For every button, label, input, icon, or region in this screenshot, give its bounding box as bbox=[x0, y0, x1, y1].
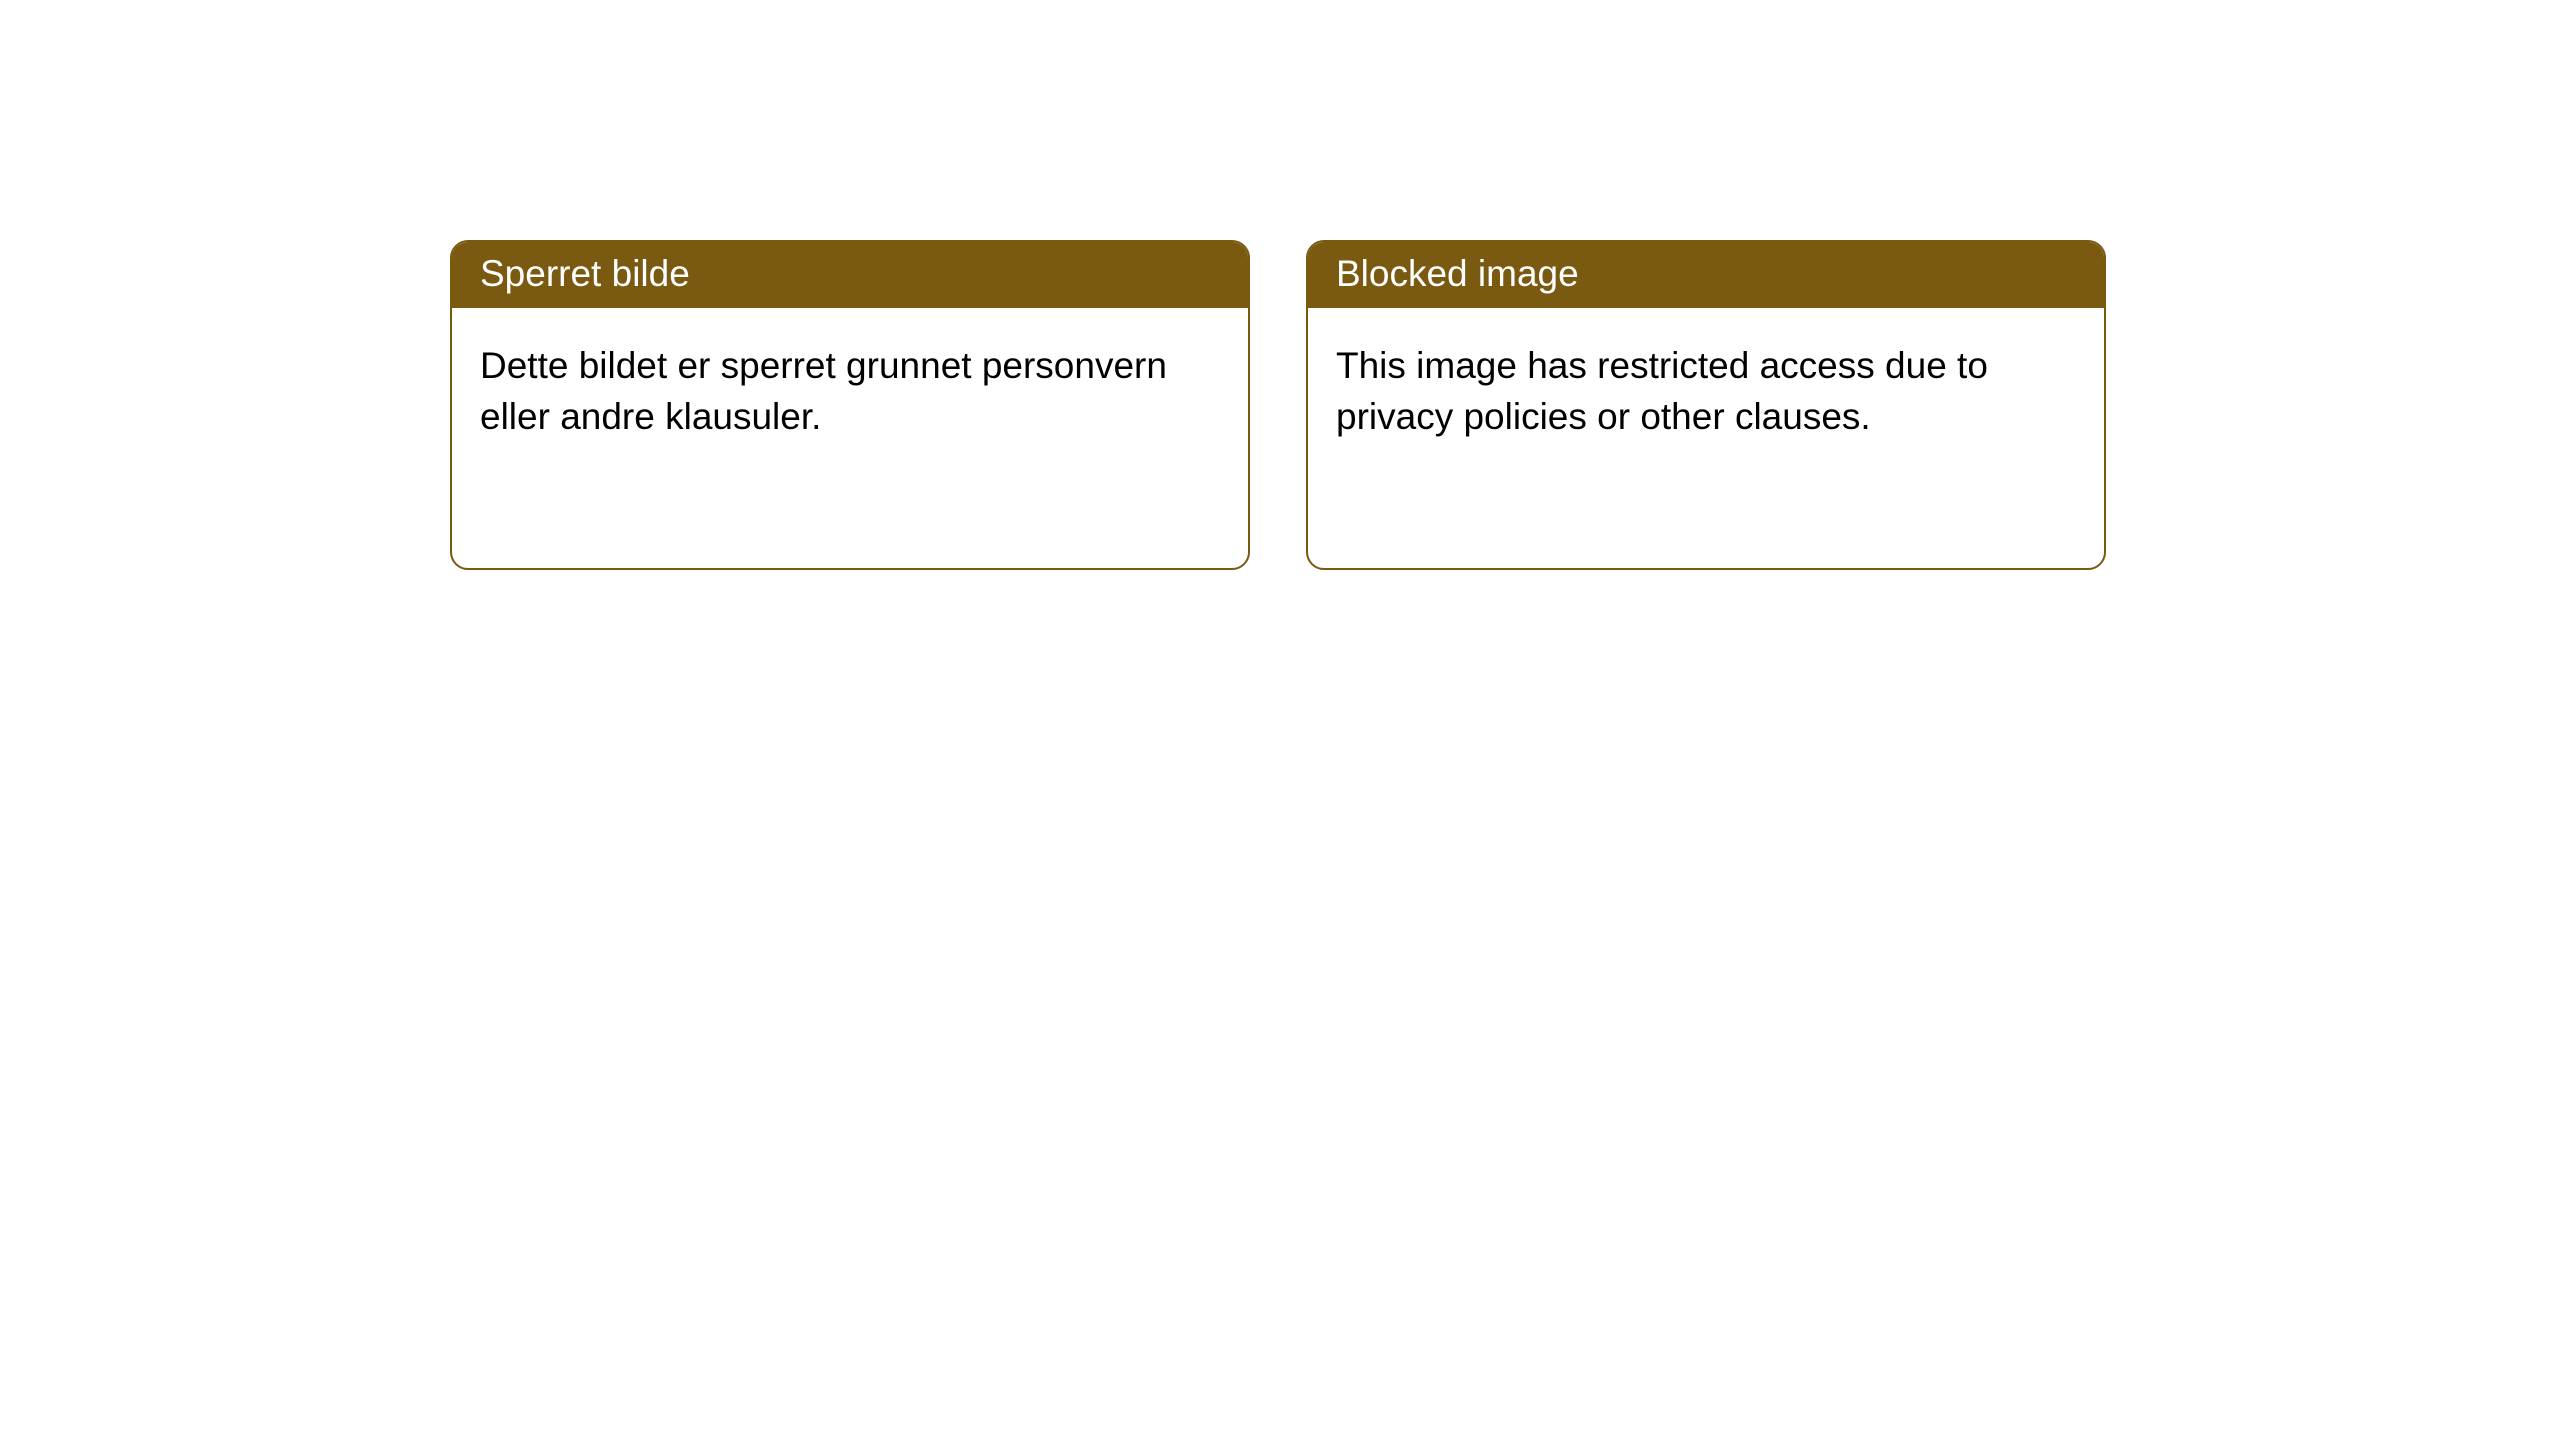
card-header: Sperret bilde bbox=[452, 242, 1248, 308]
notice-card-norwegian: Sperret bilde Dette bildet er sperret gr… bbox=[450, 240, 1250, 570]
card-body-text: This image has restricted access due to … bbox=[1336, 345, 1988, 437]
card-body: This image has restricted access due to … bbox=[1308, 308, 2104, 474]
card-title: Sperret bilde bbox=[480, 253, 690, 294]
card-body-text: Dette bildet er sperret grunnet personve… bbox=[480, 345, 1167, 437]
notice-cards-container: Sperret bilde Dette bildet er sperret gr… bbox=[0, 0, 2560, 570]
card-header: Blocked image bbox=[1308, 242, 2104, 308]
notice-card-english: Blocked image This image has restricted … bbox=[1306, 240, 2106, 570]
card-body: Dette bildet er sperret grunnet personve… bbox=[452, 308, 1248, 474]
card-title: Blocked image bbox=[1336, 253, 1579, 294]
